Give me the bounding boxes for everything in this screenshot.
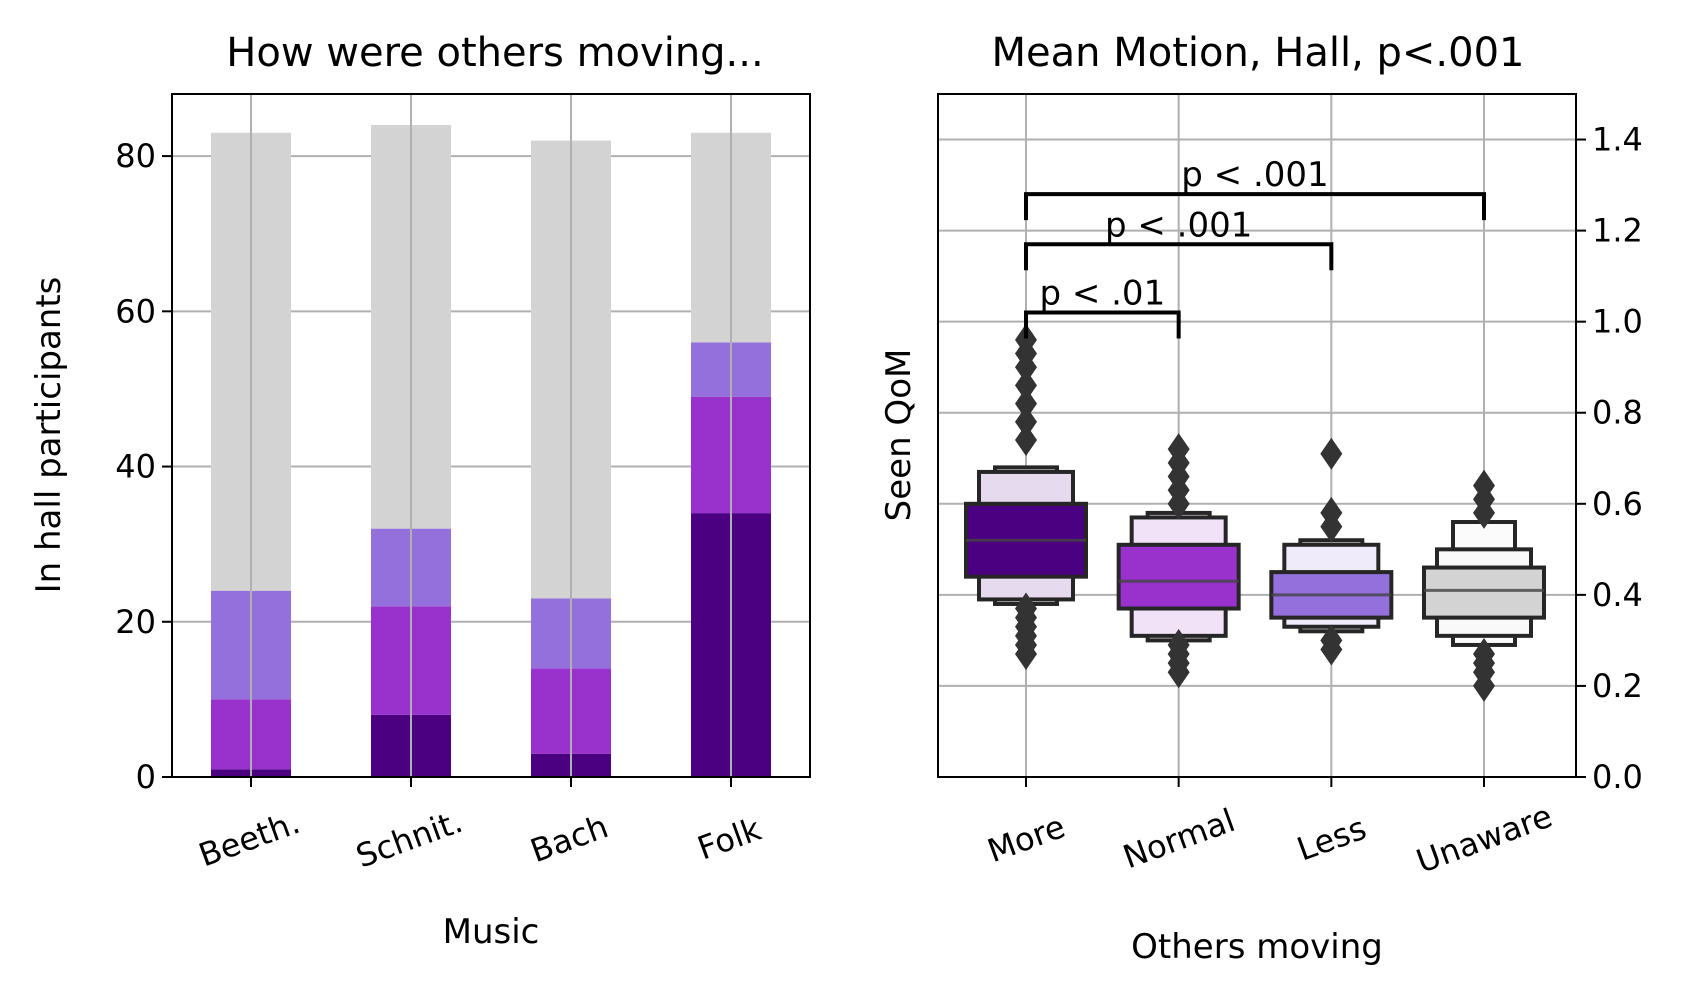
boxen-chart-y-tick-label: 0.4 bbox=[1592, 576, 1643, 614]
boxen-outlier-less bbox=[1320, 437, 1343, 470]
bar-chart-y-ticks: 0 20 40 60 80 bbox=[115, 137, 172, 796]
boxen-chart-y-label: Seen QoM bbox=[879, 349, 919, 522]
boxen-chart-y-tick-label: 0.8 bbox=[1592, 394, 1643, 432]
significance-annotations: p < .01 p < .001 p < .001 bbox=[1024, 155, 1486, 339]
bar-chart-title: How were others moving... bbox=[226, 30, 763, 76]
boxen-chart-title: Mean Motion, Hall, p<.001 bbox=[992, 30, 1525, 76]
boxen-outlier-less bbox=[1320, 624, 1343, 657]
boxen-outlier-more bbox=[1015, 387, 1037, 420]
significance-label: p < .001 bbox=[1105, 205, 1252, 245]
significance-bracket bbox=[1024, 192, 1486, 221]
significance-bracket bbox=[1024, 242, 1334, 271]
bar-chart-y-tick-label: 60 bbox=[115, 292, 156, 330]
significance-label: p < .01 bbox=[1039, 274, 1165, 314]
significance-bracket bbox=[1024, 310, 1181, 339]
boxen-chart-y-tick-label: 0.0 bbox=[1592, 758, 1643, 796]
boxen-chart-y-tick-label: 0.6 bbox=[1592, 485, 1643, 523]
bar-chart-y-tick-label: 40 bbox=[115, 448, 156, 486]
boxen-chart-x-label: Others moving bbox=[1131, 927, 1383, 967]
bar-chart-y-tick-label: 80 bbox=[115, 137, 156, 175]
boxen-outlier-more bbox=[1015, 369, 1037, 402]
boxen-outlier-less bbox=[1320, 496, 1343, 529]
bar-chart-vertical-grid bbox=[250, 94, 732, 777]
bar-chart-x-label: Music bbox=[443, 912, 540, 952]
boxen-outlier-more bbox=[1015, 424, 1037, 457]
significance-label: p < .001 bbox=[1181, 155, 1328, 195]
boxen-outlier-normal bbox=[1167, 433, 1190, 466]
bar-chart-y-tick-label: 20 bbox=[115, 603, 156, 641]
boxen-chart-frame bbox=[937, 93, 1577, 778]
boxen-outlier-more bbox=[1015, 592, 1037, 625]
boxen-outlier-more bbox=[1015, 405, 1037, 438]
boxen-chart-y-tick-label: 1.0 bbox=[1592, 303, 1643, 341]
boxen-chart: Mean Motion, Hall, p<.001 p < .01 p < .00… bbox=[879, 30, 1643, 967]
bar-chart-frame bbox=[171, 93, 811, 778]
boxen-chart-y-ticks: 0.0 0.2 0.4 0.6 0.8 1.0 1.2 1.4 bbox=[1576, 121, 1643, 796]
boxen-outlier-unaware bbox=[1473, 638, 1495, 671]
boxen-outlier-unaware bbox=[1473, 469, 1495, 502]
boxen-box-unaware bbox=[1422, 565, 1546, 620]
boxen-outlier-more bbox=[1015, 323, 1037, 356]
boxen-chart-boxes bbox=[964, 323, 1546, 702]
boxen-outlier-normal bbox=[1167, 628, 1190, 661]
bar-chart-y-label: In hall participants bbox=[29, 277, 69, 594]
boxen-chart-y-tick-label: 1.4 bbox=[1592, 121, 1643, 159]
bar-chart-y-tick-label: 0 bbox=[136, 758, 156, 796]
boxen-box-normal bbox=[1116, 542, 1241, 611]
boxen-chart-y-tick-label: 0.2 bbox=[1592, 667, 1643, 705]
boxen-chart-y-tick-label: 1.2 bbox=[1592, 212, 1643, 250]
